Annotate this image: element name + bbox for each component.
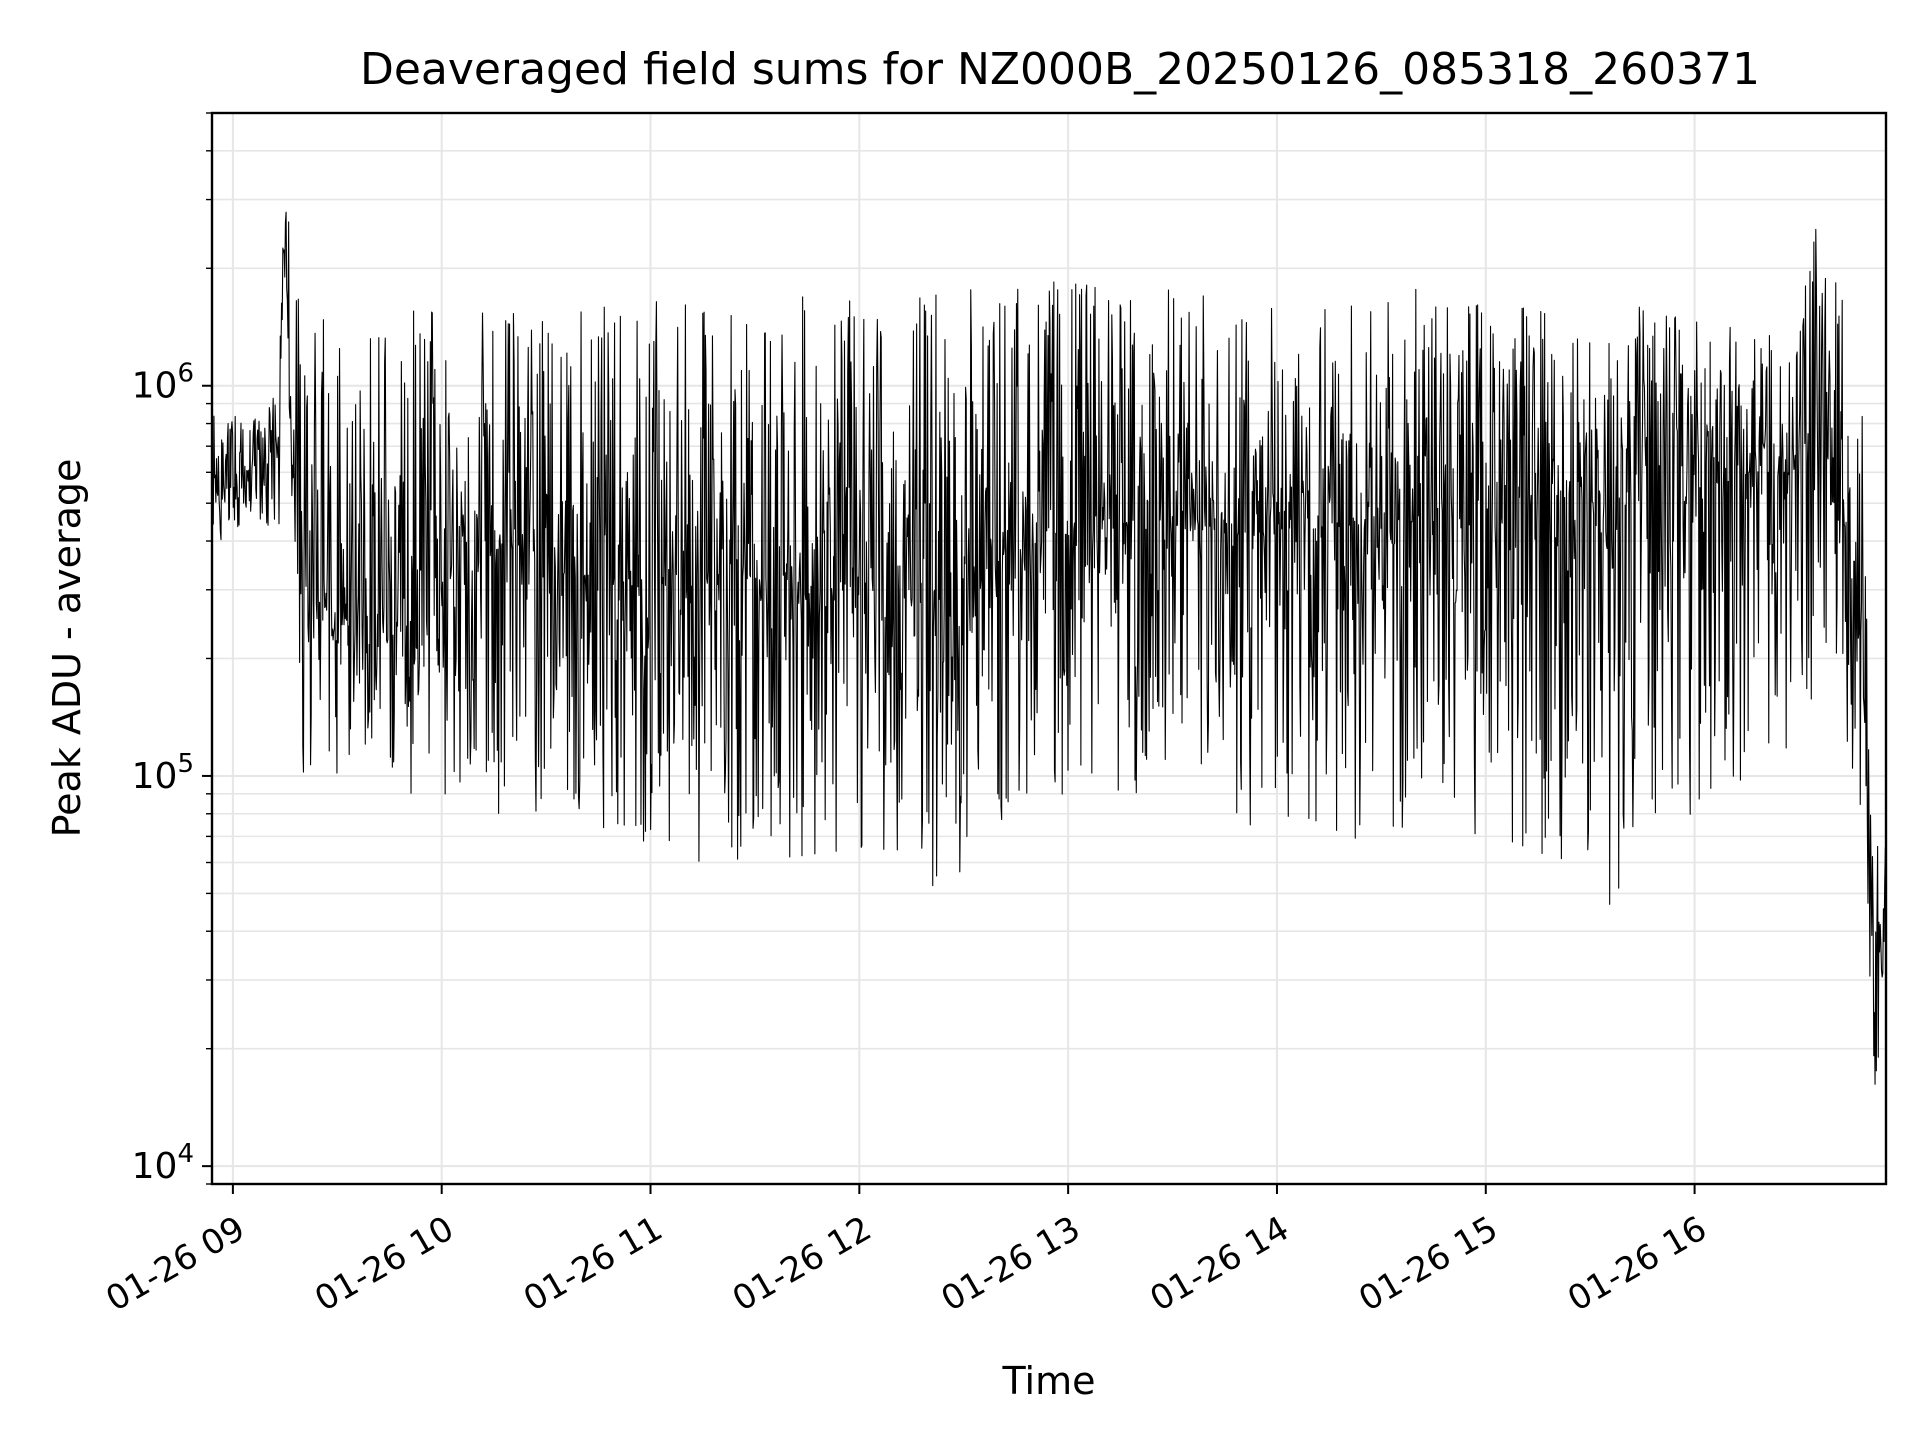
x-tick-label: 01-26 14 bbox=[1143, 1209, 1295, 1320]
y-tick-label: 104 bbox=[132, 1139, 194, 1187]
y-axis-label: Peak ADU - average bbox=[45, 459, 89, 838]
x-tick-label: 01-26 12 bbox=[726, 1209, 878, 1320]
x-axis: 01-26 09 01-26 10 01-26 11 01-26 12 01-26 13… bbox=[99, 1184, 1713, 1320]
x-axis-label: Time bbox=[1002, 1359, 1096, 1403]
x-tick-label: 01-26 13 bbox=[935, 1209, 1087, 1320]
x-tick-label: 01-26 09 bbox=[99, 1209, 251, 1320]
series-line bbox=[211, 211, 1887, 1085]
y-tick-label: 106 bbox=[132, 359, 194, 407]
x-tick-label: 01-26 10 bbox=[308, 1209, 460, 1320]
y-tick-label: 105 bbox=[132, 749, 194, 797]
x-tick-label: 01-26 15 bbox=[1352, 1209, 1504, 1320]
plot-area bbox=[211, 211, 1887, 1085]
x-tick-label: 01-26 11 bbox=[517, 1209, 669, 1320]
chart-title: Deaveraged field sums for NZ000B_2025012… bbox=[360, 44, 1760, 95]
x-tick-label: 01-26 16 bbox=[1561, 1209, 1713, 1320]
plot-frame bbox=[210, 111, 1888, 1186]
y-axis: 104 105 106 bbox=[132, 112, 212, 1187]
